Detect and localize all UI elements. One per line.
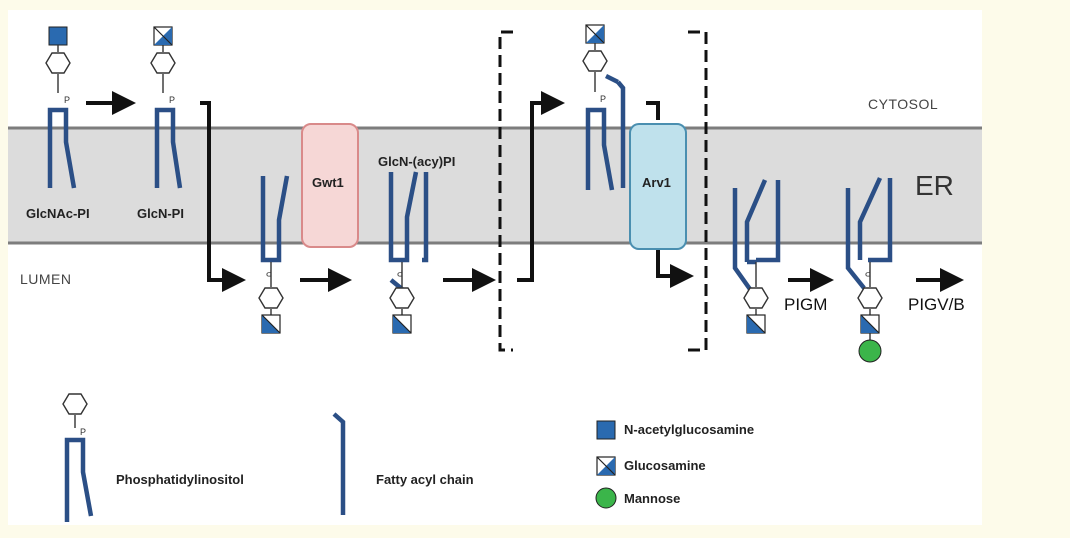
glcn-pi-label: GlcN-PI — [137, 206, 184, 221]
legend-phosphatidylinositol-glyph: P — [62, 393, 94, 522]
glcn-acy-pi-cytosol-molecule: P — [582, 24, 626, 191]
flip-arrow-icon — [517, 91, 565, 282]
arrow-line — [646, 101, 660, 120]
arv1-enzyme-box — [629, 123, 687, 250]
flippase-bracket — [498, 30, 708, 352]
legend-phosphatidylinositol-label: Phosphatidylinositol — [116, 472, 244, 487]
phosphate-glyph: P — [600, 94, 606, 104]
flip-arrow-icon — [200, 101, 246, 292]
glucosamine-icon — [585, 24, 605, 44]
legend-glucosamine-icon — [596, 456, 616, 476]
glcn-pi-lumen-molecule: P — [258, 175, 290, 334]
man-glcn-acy-pi-molecule: P — [845, 177, 893, 363]
gwt1-label: Gwt1 — [312, 175, 344, 190]
cytosol-label: CYTOSOL — [868, 96, 939, 112]
lumen-label: LUMEN — [20, 271, 72, 287]
gwt1-enzyme-box — [301, 123, 359, 248]
glucosamine-icon — [392, 314, 412, 334]
glucosamine-icon — [261, 314, 281, 334]
glcn-acy-pi-label: GlcN-(acy)PI — [378, 154, 456, 169]
legend-fatty-acyl-glyph — [332, 412, 346, 515]
glucosamine-icon — [746, 314, 766, 334]
glcn-acy-pi-molecule: P — [388, 171, 429, 334]
glcnac-pi-label: GlcNAc-PI — [26, 206, 90, 221]
legend-n-acetylglucosamine-label: N-acetylglucosamine — [624, 422, 755, 437]
glucosamine-icon — [860, 314, 880, 334]
glcn-pi-molecule: P — [150, 26, 183, 189]
pigv-b-label: PIGV/B — [908, 295, 965, 314]
gpi-pathway-diagram: P P P — [8, 24, 982, 522]
legend-fatty-acyl-chain-label: Fatty acyl chain — [376, 472, 474, 487]
mannose-icon — [858, 339, 882, 363]
glcnac-pi-molecule: P — [45, 26, 77, 189]
arv1-label: Arv1 — [642, 175, 671, 190]
n-acetylglucosamine-icon — [48, 26, 68, 46]
legend-mannose-icon — [595, 487, 617, 509]
glcn-acy-pi-lumen-2-molecule — [732, 179, 781, 334]
glucosamine-icon — [153, 26, 173, 46]
pathway-arrows — [86, 91, 964, 292]
legend-mannose-label: Mannose — [624, 491, 681, 506]
phosphate-glyph: P — [169, 95, 175, 105]
diagram-panel: P P P — [8, 10, 982, 525]
phosphate-glyph: P — [397, 268, 403, 278]
pigm-label: PIGM — [784, 295, 828, 314]
phosphate-glyph: P — [64, 95, 70, 105]
phosphate-glyph: P — [865, 268, 871, 278]
legend-n-acetylglucosamine-icon — [596, 420, 616, 440]
phosphate-glyph: P — [266, 268, 272, 278]
legend-glucosamine-label: Glucosamine — [624, 458, 706, 473]
er-membrane — [8, 126, 982, 245]
arrow-right-icon — [656, 250, 694, 288]
phosphate-glyph: P — [80, 427, 86, 437]
er-label: ER — [915, 170, 954, 201]
